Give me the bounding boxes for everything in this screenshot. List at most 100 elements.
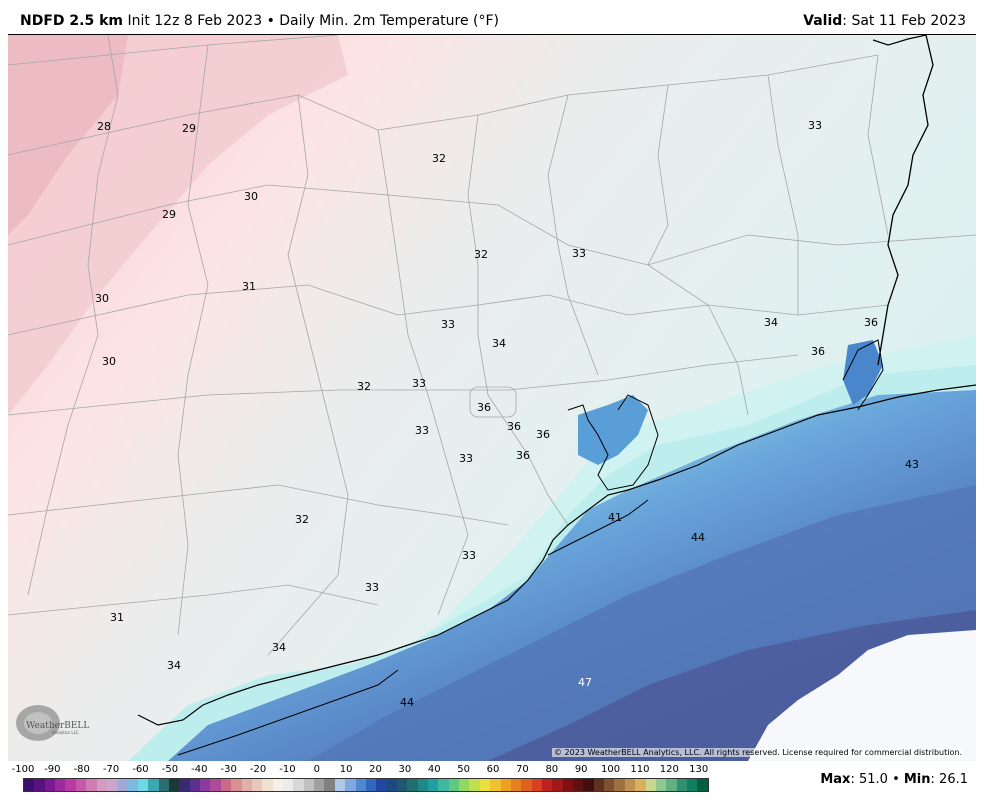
scale-swatch xyxy=(479,779,491,791)
temp-label: 36 xyxy=(811,345,825,358)
map-canvas: 28 29 32 33 30 29 32 33 31 30 33 34 34 3… xyxy=(8,35,976,761)
temp-label: 32 xyxy=(357,380,371,393)
temp-label: 36 xyxy=(864,316,878,329)
scale-swatch xyxy=(75,779,87,791)
scale-swatch xyxy=(687,779,698,791)
scale-tick-label: 20 xyxy=(369,764,382,775)
scale-swatch xyxy=(34,779,45,791)
scale-swatch xyxy=(697,779,708,791)
temp-label: 36 xyxy=(507,420,521,433)
temp-label: 33 xyxy=(459,452,473,465)
barrier-island xyxy=(177,669,399,756)
scale-swatch xyxy=(106,779,118,791)
valid-value: : Sat 11 Feb 2023 xyxy=(842,13,966,29)
scale-tick-label: -70 xyxy=(102,764,120,775)
scale-swatch xyxy=(324,779,335,791)
temp-label: 34 xyxy=(492,337,506,350)
scale-swatch xyxy=(303,779,315,791)
temp-label: 30 xyxy=(95,292,109,305)
min-value: : 26.1 xyxy=(930,772,968,787)
sabine-lake xyxy=(843,340,883,405)
scale-swatch xyxy=(148,779,159,791)
scale-swatch xyxy=(86,779,97,791)
scale-swatch xyxy=(645,779,656,791)
temp-label: 34 xyxy=(764,316,778,329)
scale-swatch xyxy=(655,779,667,791)
scale-tick-label: 0 xyxy=(313,764,320,775)
scale-tick-label: -60 xyxy=(132,764,149,775)
scale-tick-labels: -100 -90 -80 -70 -60 -50 -40 -30 -20 -10 0 10 20 30 40… xyxy=(10,764,709,778)
scale-tick-label: -20 xyxy=(249,764,267,775)
bay-shoreline xyxy=(567,394,659,491)
maxmin-separator: • xyxy=(892,772,900,787)
scale-swatch xyxy=(666,779,677,791)
product-name: Daily Min. 2m Temperature (°F) xyxy=(279,13,500,29)
scale-tick-label: 60 xyxy=(486,764,500,775)
scale-swatch xyxy=(272,779,283,791)
scale-swatch xyxy=(417,779,429,791)
temp-label: 36 xyxy=(536,428,550,441)
scale-swatch xyxy=(210,779,221,791)
temp-label: 44 xyxy=(400,696,414,709)
coastline xyxy=(137,384,976,726)
scale-tick-label: -30 xyxy=(220,764,237,775)
scale-swatch xyxy=(376,779,387,791)
county-lines xyxy=(8,35,976,656)
scale-swatch xyxy=(531,779,542,791)
scale-swatch xyxy=(96,779,107,791)
scale-swatch xyxy=(137,779,149,791)
temp-label: 34 xyxy=(272,641,286,654)
min-label: Min xyxy=(903,772,931,787)
temp-label: 32 xyxy=(295,513,309,526)
scale-swatch xyxy=(345,779,356,791)
lake-shoreline xyxy=(842,339,884,411)
temp-label: 34 xyxy=(167,659,181,672)
cold-zone xyxy=(8,35,348,415)
scale-swatch xyxy=(521,779,532,791)
scale-swatch xyxy=(365,779,377,791)
scale-swatch xyxy=(562,779,574,791)
scale-swatch xyxy=(189,779,201,791)
map-title: NDFD 2.5 km Init 12z 8 Feb 2023 • Daily … xyxy=(20,13,499,29)
scale-tick-label: 10 xyxy=(339,764,353,775)
scale-swatch xyxy=(314,779,325,791)
scale-swatch xyxy=(624,779,636,791)
temp-label: 32 xyxy=(432,152,446,165)
no-data-area xyxy=(748,630,976,761)
logo-subtext: Analytics LLC xyxy=(52,730,79,735)
scale-tick-label: -90 xyxy=(44,764,61,775)
scale-tick-label: -100 xyxy=(11,764,35,775)
scale-tick-label: 80 xyxy=(545,764,559,775)
galveston-bay xyxy=(578,395,648,465)
scale-tick-label: 120 xyxy=(659,764,679,775)
scale-swatch xyxy=(593,779,605,791)
coldest-zone xyxy=(8,35,128,235)
temp-label: 30 xyxy=(102,355,116,368)
temp-label: 31 xyxy=(242,280,256,293)
scale-swatch xyxy=(200,779,211,791)
temp-label: 31 xyxy=(110,611,124,624)
init-time: Init 12z 8 Feb 2023 xyxy=(127,13,263,29)
temp-label: 33 xyxy=(808,119,822,132)
temp-label: 36 xyxy=(477,401,491,414)
temperature-map: 28 29 32 33 30 29 32 33 31 30 33 34 34 3… xyxy=(8,34,976,761)
logo-text: WeatherBELL xyxy=(26,721,89,731)
scale-swatch xyxy=(293,779,304,791)
max-min-readout: Max: 51.0 • Min: 26.1 xyxy=(820,772,968,787)
scale-swatch xyxy=(65,779,76,791)
temp-label: 32 xyxy=(474,248,488,261)
scale-swatch xyxy=(541,779,553,791)
temp-label: 30 xyxy=(244,190,258,203)
temp-label: 29 xyxy=(162,208,176,221)
valid-date: Valid: Sat 11 Feb 2023 xyxy=(803,13,966,29)
scale-swatch xyxy=(334,779,346,791)
scale-swatch xyxy=(231,779,242,791)
temperature-labels: 28 29 32 33 30 29 32 33 31 30 33 34 34 3… xyxy=(95,119,919,709)
scale-swatch xyxy=(614,779,625,791)
scale-tick-label: -50 xyxy=(161,764,179,775)
scale-swatch xyxy=(220,779,232,791)
temp-label: 33 xyxy=(365,581,379,594)
temp-label: 36 xyxy=(516,449,530,462)
scale-tick-label: -80 xyxy=(73,764,90,775)
temp-label: 41 xyxy=(608,511,622,524)
